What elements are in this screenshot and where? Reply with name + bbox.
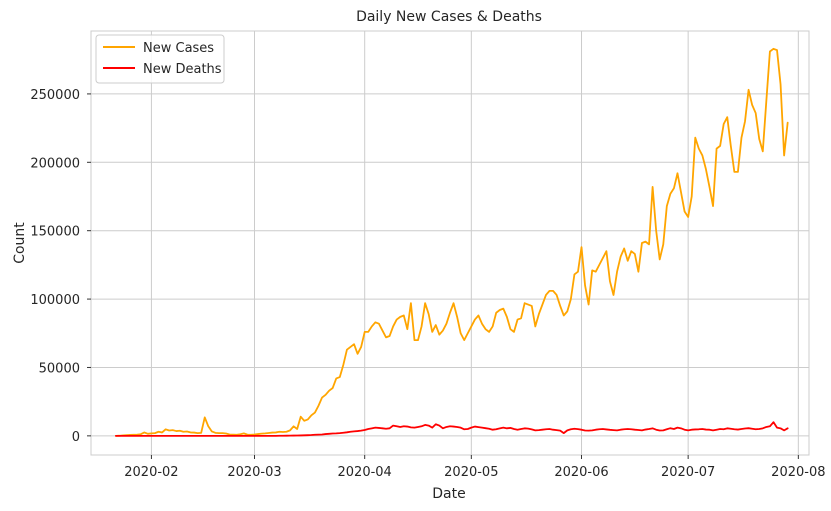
y-tick-label: 0 [72,430,80,445]
y-tick-label: 50000 [39,361,80,376]
y-tick-label: 150000 [30,225,80,240]
x-axis-ticks: 2020-02 2020-03 2020-04 2020-05 2020-06 2020-… [124,455,826,480]
y-axis-ticks: 0 50000 100000 150000 200000 250000 [30,88,91,445]
x-tick-label: 2020-07 [661,465,715,480]
y-tick-label: 200000 [30,156,80,171]
x-tick-label: 2020-02 [124,465,178,480]
x-axis-label: Date [432,486,465,502]
series-layer [114,47,789,437]
x-tick-label: 2020-04 [338,465,392,480]
series-line-new-deaths [114,421,789,437]
legend-label-new-deaths: New Deaths [143,62,222,77]
series-line-new-cases [114,47,789,437]
x-tick-label: 2020-03 [227,465,281,480]
legend-label-new-cases: New Cases [143,41,214,56]
chart-title: Daily New Cases & Deaths [356,9,542,25]
x-tick-label: 2020-08 [771,465,825,480]
legend: New Cases New Deaths [95,34,225,84]
y-axis-label: Count [12,222,28,264]
y-tick-label: 250000 [30,88,80,103]
y-tick-label: 100000 [30,293,80,308]
x-tick-label: 2020-06 [554,465,608,480]
x-tick-label: 2020-05 [444,465,498,480]
plot-area [90,30,810,456]
